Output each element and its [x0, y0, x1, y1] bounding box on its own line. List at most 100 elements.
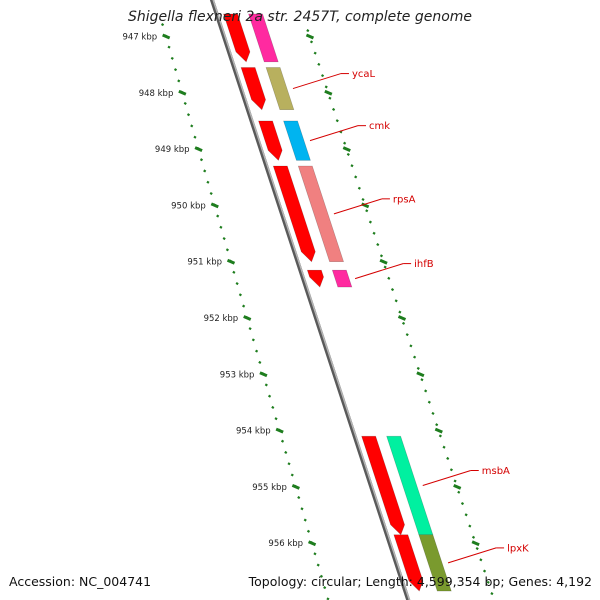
cds-arrow-ihfB: [306, 269, 324, 288]
gene-block-rpsA: [297, 165, 344, 263]
minor-tick: [235, 282, 239, 286]
tick-label: 954 kbp: [236, 427, 271, 437]
minor-tick: [323, 586, 327, 590]
outer-minor-tick: [365, 209, 369, 213]
gene-block-lpxK: [418, 534, 452, 592]
minor-tick: [225, 248, 229, 252]
major-tick: [194, 146, 203, 152]
genome-summary-text: Topology: circular; Length: 4,599,354 bp…: [248, 574, 592, 589]
minor-tick: [258, 360, 262, 364]
outer-minor-tick: [435, 423, 439, 427]
major-tick: [178, 89, 187, 96]
outer-minor-tick: [328, 96, 332, 100]
outer-major-tick: [397, 315, 407, 321]
tick-label: 953 kbp: [220, 370, 255, 380]
minor-tick: [248, 327, 252, 331]
tick-label: 948 kbp: [139, 89, 174, 99]
minor-tick: [280, 439, 285, 443]
minor-tick: [306, 529, 311, 533]
minor-tick: [326, 597, 330, 600]
minor-tick: [183, 101, 187, 105]
outer-minor-tick: [350, 164, 354, 168]
cds-arrow-unnamed-0: [223, 13, 251, 63]
major-tick: [243, 315, 252, 321]
outer-minor-tick: [398, 310, 402, 314]
minor-tick: [313, 552, 317, 556]
tick-label: 952 kbp: [204, 314, 239, 324]
minor-tick: [177, 79, 181, 83]
major-tick: [226, 258, 236, 265]
minor-tick: [186, 113, 191, 117]
gene-label-msbA: msbA: [482, 466, 510, 477]
cds-arrow-ycaL: [240, 67, 266, 111]
gene-label-leader: [309, 125, 359, 142]
minor-tick: [303, 518, 307, 522]
minor-tick: [267, 394, 272, 398]
outer-minor-tick: [376, 242, 380, 247]
outer-minor-tick: [343, 141, 347, 145]
minor-tick: [316, 563, 320, 567]
major-tick: [210, 202, 219, 209]
map-title: Shigella flexneri 2a str. 2457T, complet…: [127, 9, 473, 25]
outer-minor-tick: [416, 366, 420, 370]
outer-minor-tick: [401, 321, 406, 325]
outer-minor-tick: [460, 501, 465, 506]
outer-minor-tick: [320, 74, 325, 78]
outer-minor-tick: [446, 456, 450, 461]
outer-minor-tick: [468, 524, 472, 528]
minor-tick: [216, 214, 220, 218]
minor-tick: [199, 158, 204, 162]
gene-block-cmk: [283, 120, 311, 161]
outer-minor-tick: [306, 29, 310, 33]
outer-minor-tick: [313, 51, 317, 55]
gene-label-leader: [447, 547, 497, 564]
minor-tick: [251, 338, 255, 342]
outer-major-tick: [305, 33, 315, 40]
minor-tick: [206, 180, 210, 184]
gene-block-ycaL: [265, 67, 295, 110]
outer-major-tick: [453, 484, 462, 490]
minor-tick: [319, 574, 324, 578]
minor-tick: [264, 383, 268, 387]
minor-tick: [255, 349, 259, 353]
outer-major-tick: [416, 371, 425, 378]
gene-label-cmk: cmk: [369, 121, 390, 132]
cds-arrow-lpxK: [393, 534, 424, 592]
outer-minor-tick: [427, 400, 431, 404]
cds-arrow-rpsA: [272, 165, 316, 263]
outer-minor-tick: [449, 468, 453, 472]
minor-tick: [290, 473, 294, 477]
outer-minor-tick: [431, 411, 435, 415]
minor-tick: [209, 191, 213, 196]
outer-minor-tick: [383, 265, 387, 269]
tick-label: 949 kbp: [155, 145, 190, 155]
minor-tick: [274, 417, 278, 421]
outer-minor-tick: [438, 434, 442, 438]
minor-tick: [173, 68, 178, 72]
gene-label-rpsA: rpsA: [393, 194, 416, 205]
gene-label-ihfB: ihfB: [414, 259, 434, 270]
outer-minor-tick: [409, 344, 413, 348]
minor-tick: [271, 405, 275, 409]
outer-minor-tick: [486, 580, 490, 584]
major-tick: [291, 484, 300, 490]
outer-minor-tick: [482, 569, 487, 573]
gene-label-ycaL: ycaL: [352, 69, 376, 80]
minor-tick: [297, 495, 301, 500]
outer-minor-tick: [317, 62, 321, 66]
gene-block-unnamed-0: [248, 13, 279, 63]
major-tick: [275, 427, 284, 434]
gene-label-leader: [292, 73, 342, 90]
cds-arrow-cmk: [258, 120, 283, 161]
outer-major-tick: [379, 258, 388, 265]
outer-minor-tick: [424, 389, 428, 393]
minor-tick: [203, 169, 207, 173]
outer-minor-tick: [309, 40, 314, 44]
outer-major-tick: [434, 427, 443, 434]
tick-label: 947 kbp: [123, 33, 158, 43]
gene-label-leader: [354, 263, 404, 280]
tick-label: 951 kbp: [187, 258, 222, 268]
backbone-highlight: [212, 0, 411, 600]
major-tick: [307, 540, 317, 547]
